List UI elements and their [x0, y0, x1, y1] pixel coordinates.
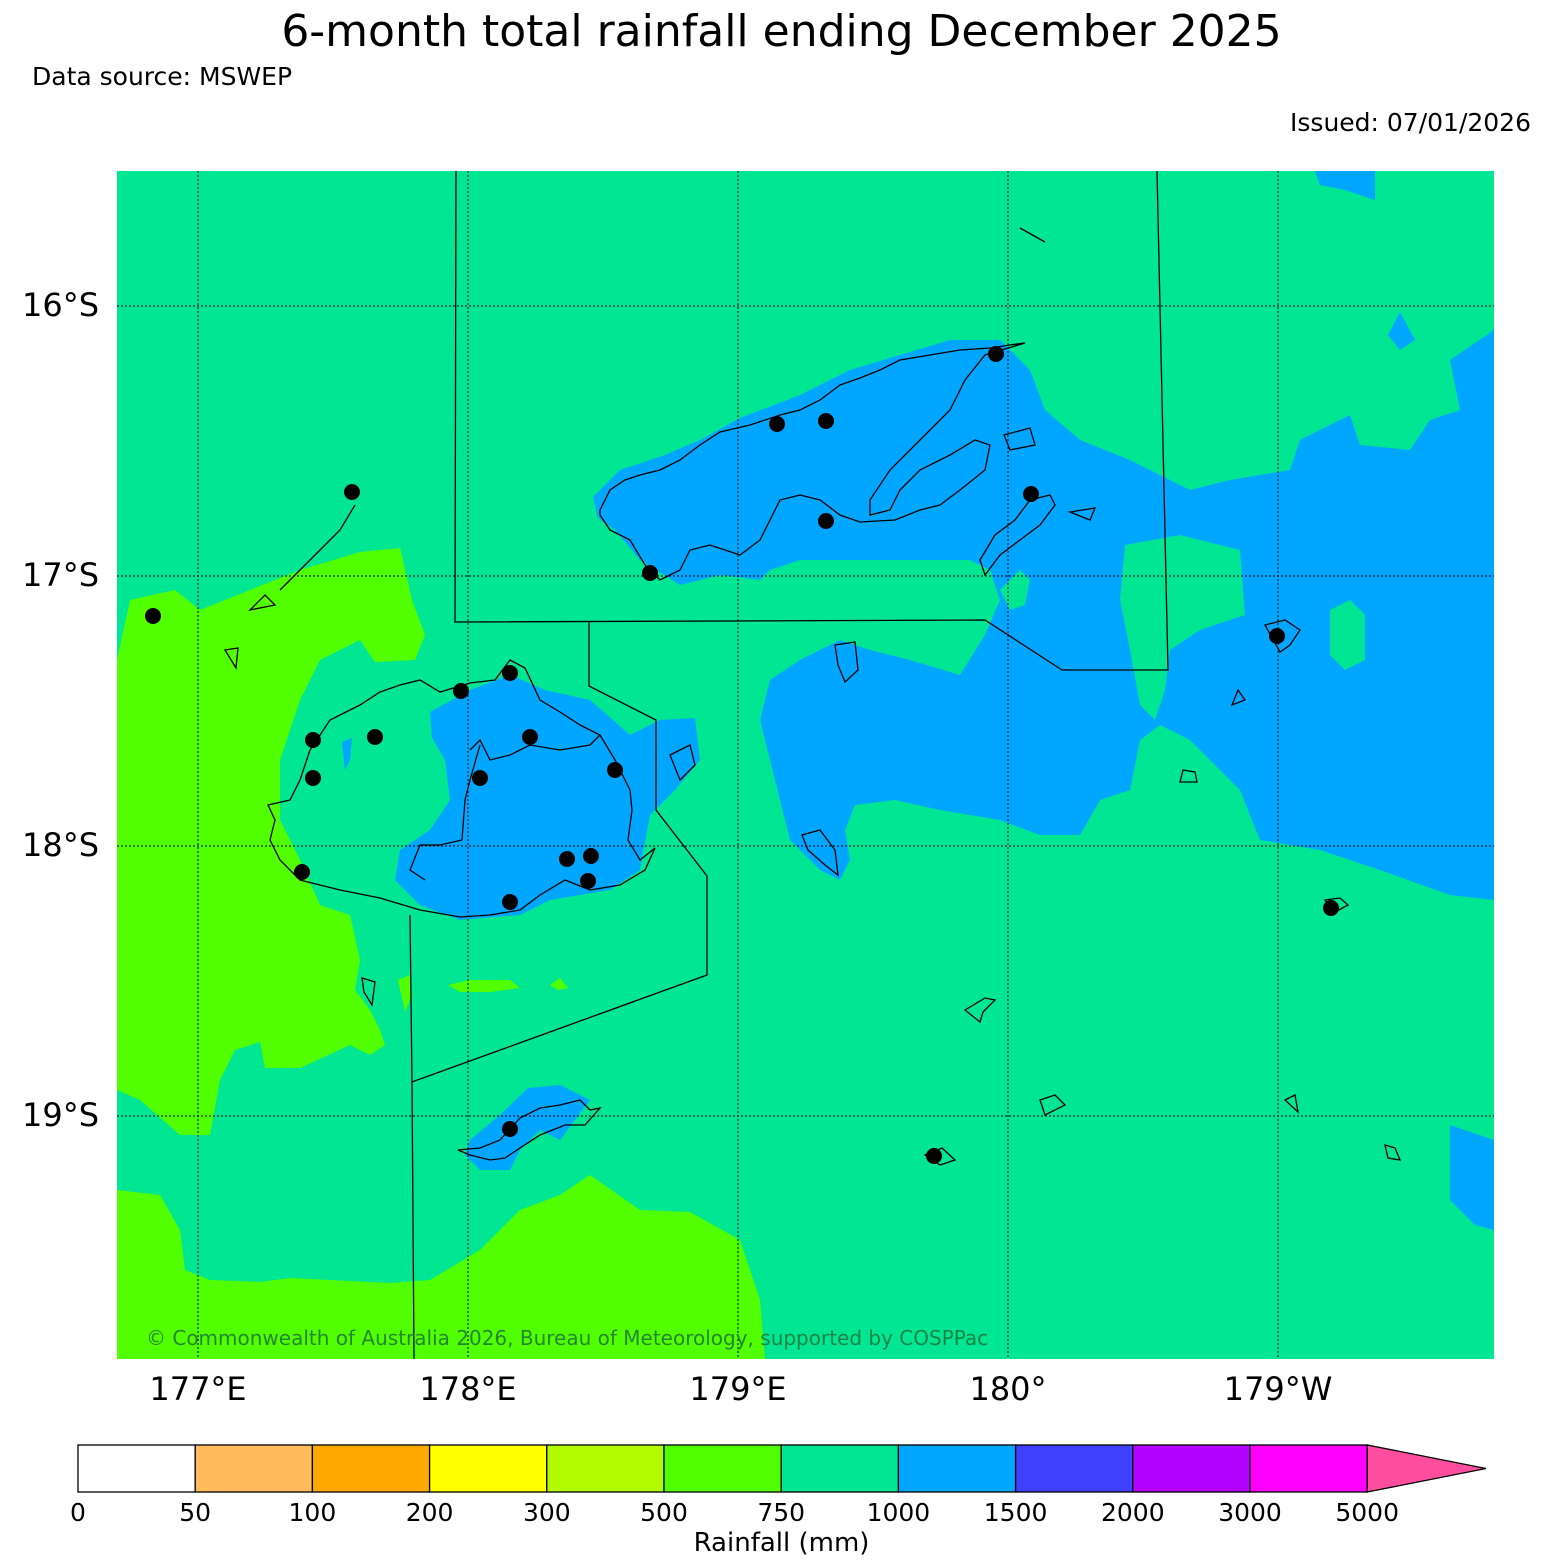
- islet-1: [1230, 688, 1247, 707]
- colorbar-swatch: [77, 1444, 196, 1493]
- lat-label-17s: 17°S: [22, 556, 100, 594]
- map-area: [117, 171, 1494, 1359]
- lat-label-19s: 19°S: [22, 1096, 100, 1134]
- colorbar-tick-label: 2000: [1100, 1498, 1165, 1527]
- rain-zone-500-750-south: [117, 1175, 765, 1359]
- lat-label-16s: 16°S: [22, 286, 100, 324]
- colorbar-tick-label: 100: [288, 1498, 337, 1527]
- data-source: Data source: MSWEP: [32, 62, 293, 91]
- colorbar-swatch: [1132, 1444, 1251, 1493]
- moala-coast: [834, 641, 859, 684]
- rain-zone-500-750-islet-3: [550, 978, 568, 990]
- rain-zone-1000-1500-ne: [1315, 171, 1375, 200]
- colorbar-swatch: [1014, 1444, 1134, 1493]
- colorbar-tick-label: 0: [70, 1498, 86, 1527]
- colorbar-tick-label: 1000: [866, 1498, 931, 1527]
- map-title: 6-month total rainfall ending December 2…: [281, 6, 1282, 57]
- graticule: [117, 171, 1494, 1359]
- islet-6: [1019, 227, 1046, 243]
- lon-label-179w: 179°W: [1223, 1370, 1333, 1408]
- division-boundaries: [409, 171, 1169, 1359]
- rain-zone-500-750-islet: [448, 980, 520, 992]
- vitilevu-coast: [267, 659, 656, 918]
- colorbar-swatch: [663, 1444, 782, 1493]
- colorbar-swatch: [311, 1444, 431, 1493]
- islet-7: [1003, 427, 1036, 451]
- vanualevu-coast: [599, 342, 1026, 581]
- lakeba-coast: [963, 997, 997, 1024]
- coastlines: [223, 227, 1402, 1166]
- colorbar-tick-label: 750: [757, 1498, 806, 1527]
- colorbar: [77, 1444, 1487, 1493]
- islet-12: [1264, 619, 1301, 653]
- rain-zone-1000-1500-vitilevu: [395, 675, 700, 920]
- colorbar-label: Rainfall (mm): [693, 1528, 870, 1558]
- colorbar-swatch: [194, 1444, 314, 1493]
- rain-zone-750-1000-hole-2: [1330, 600, 1365, 670]
- vitilevu-inner: [409, 734, 601, 881]
- colorbar-tick-label: 1500: [983, 1498, 1048, 1527]
- islet-3: [1283, 1094, 1299, 1114]
- copyright-notice: © Commonwealth of Australia 2026, Bureau…: [146, 1326, 989, 1350]
- islet-10: [223, 647, 239, 670]
- rain-zone-750-1000-hole-1: [1120, 535, 1245, 720]
- colorbar-swatch: [546, 1444, 665, 1493]
- koro-coast: [669, 744, 696, 782]
- rain-zone-1000-1500-se: [1450, 1125, 1494, 1230]
- lon-label-179e: 179°E: [689, 1370, 787, 1408]
- colorbar-extend-arrow: [1366, 1444, 1487, 1493]
- colorbar-swatch: [428, 1444, 548, 1493]
- colorbar-tick-label: 50: [179, 1498, 212, 1527]
- colorbar-swatch: [897, 1444, 1017, 1493]
- lon-label-177e: 177°E: [149, 1370, 247, 1408]
- colorbar-swatch: [780, 1444, 900, 1493]
- islet-14: [279, 504, 356, 591]
- colorbar-tick-label: 300: [522, 1498, 571, 1527]
- islet-9: [248, 594, 277, 612]
- lon-label-178e: 178°E: [419, 1370, 517, 1408]
- rain-zone-1000-1500-kadavu: [465, 1085, 590, 1170]
- colorbar-tick-label: 5000: [1335, 1498, 1399, 1527]
- rain-zone-1000-1500-vanualevu: [593, 330, 1494, 900]
- issued-date: Issued: 07/01/2026: [1290, 108, 1531, 137]
- rain-zone-500-750-islet-2: [398, 975, 412, 1012]
- rain-zone-1000-1500-ne-islet: [1388, 312, 1415, 350]
- colorbar-tick-label: 500: [640, 1498, 688, 1527]
- gau-coast: [801, 829, 839, 877]
- islet-5: [1039, 1094, 1067, 1116]
- station-markers: [145, 346, 1339, 1164]
- lon-label-180: 180°: [969, 1370, 1047, 1408]
- colorbar-tick-label: 3000: [1218, 1498, 1282, 1527]
- islet-11: [361, 977, 376, 1007]
- lat-label-18s: 18°S: [22, 826, 100, 864]
- rain-zone-1000-1500-small: [342, 738, 352, 770]
- colorbar-swatch: [1249, 1444, 1368, 1493]
- islet-4: [1384, 1144, 1402, 1161]
- taveuni-coast: [979, 494, 1056, 577]
- colorbar-tick-label: 200: [405, 1498, 454, 1527]
- islet-8: [1067, 507, 1097, 521]
- islet-2: [1179, 769, 1198, 783]
